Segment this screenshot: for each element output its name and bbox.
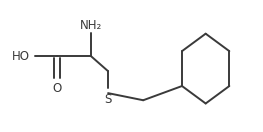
Text: NH₂: NH₂ — [80, 19, 102, 32]
Text: O: O — [53, 82, 62, 95]
Text: S: S — [104, 93, 112, 106]
Text: HO: HO — [12, 50, 30, 63]
